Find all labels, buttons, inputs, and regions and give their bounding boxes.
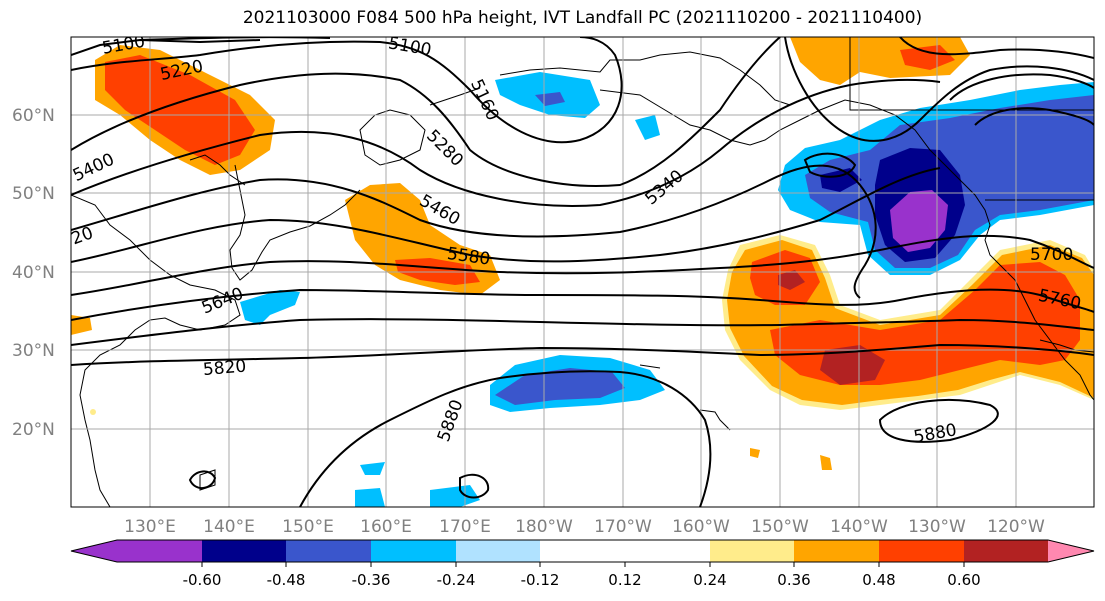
colorbar-segment [794,540,879,562]
colorbar-segment [371,540,456,562]
colorbar-tick-label: 0.12 [608,571,641,589]
contour-label: 5100 [387,33,433,60]
contour-label: 5700 [1030,245,1073,265]
lat-label: 30°N [12,341,55,361]
colorbar-extend-high [1048,540,1094,562]
colorbar-tick-label: 0.48 [862,571,895,589]
colorbar-segment [540,540,625,562]
longitude-labels: 130°E 140°E 150°E 160°E 170°E 180°W 170°… [124,517,1045,537]
lat-label: 50°N [12,184,55,204]
colorbar-segment [879,540,964,562]
lon-label: 160°E [360,517,412,537]
lon-label: 130°E [124,517,176,537]
lon-label: 140°W [830,517,888,537]
lat-label: 60°N [12,106,55,126]
lon-label: 120°W [987,517,1045,537]
colorbar-tick-label: -0.48 [267,571,306,589]
height-contours [71,37,1094,507]
lon-label: 170°W [594,517,652,537]
colorbar-segment [710,540,794,562]
latitude-labels: 60°N 50°N 40°N 30°N 20°N [12,106,55,440]
colorbar-tick-label: -0.36 [352,571,391,589]
colorbar-tick-label: 0.60 [947,571,980,589]
negative-anomaly-gulf-alaska [778,82,1094,275]
lon-label: 150°E [282,517,334,537]
colorbar-segment [456,540,540,562]
lon-label: 150°W [751,517,809,537]
colorbar-tick-label: -0.12 [521,571,560,589]
colorbar-tick-label: -0.60 [183,571,222,589]
colorbar-tick-label: 0.24 [693,571,726,589]
colorbar-segment [202,540,286,562]
lon-label: 170°E [439,517,491,537]
colorbar-segment [625,540,710,562]
colorbar-extend-low [71,540,117,562]
lon-label: 160°W [672,517,730,537]
colorbar-outline [70,539,1095,563]
colorbar: -0.60 -0.48 -0.36 -0.24 -0.12 0.12 0.24 … [70,539,1095,589]
lon-label: 180°W [515,517,573,537]
colorbar-tick-label: 0.36 [777,571,810,589]
contour-label: 5820 [202,356,247,380]
lon-label: 140°E [203,517,255,537]
lat-label: 20°N [12,420,55,440]
colorbar-segment [964,540,1048,562]
map-title: 2021103000 F084 500 hPa height, IVT Land… [242,8,923,28]
colorbar-segment [117,540,202,562]
colorbar-segment [286,540,371,562]
colorbar-tick-label: -0.24 [437,571,476,589]
lon-label: 130°W [908,517,966,537]
map-frame [70,36,1095,508]
lat-label: 40°N [12,263,55,283]
